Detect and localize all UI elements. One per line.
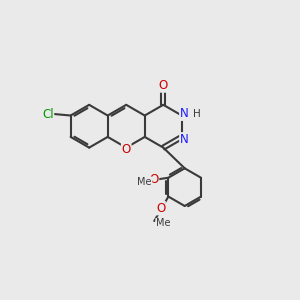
Text: N: N	[180, 107, 189, 120]
Text: Me: Me	[137, 177, 152, 187]
Text: O: O	[122, 143, 131, 156]
Text: O: O	[149, 173, 159, 186]
Text: O: O	[159, 79, 168, 92]
Text: O: O	[156, 202, 165, 215]
Text: Cl: Cl	[42, 107, 53, 121]
Text: H: H	[193, 109, 201, 119]
Text: N: N	[180, 133, 189, 146]
Text: Me: Me	[156, 218, 170, 228]
